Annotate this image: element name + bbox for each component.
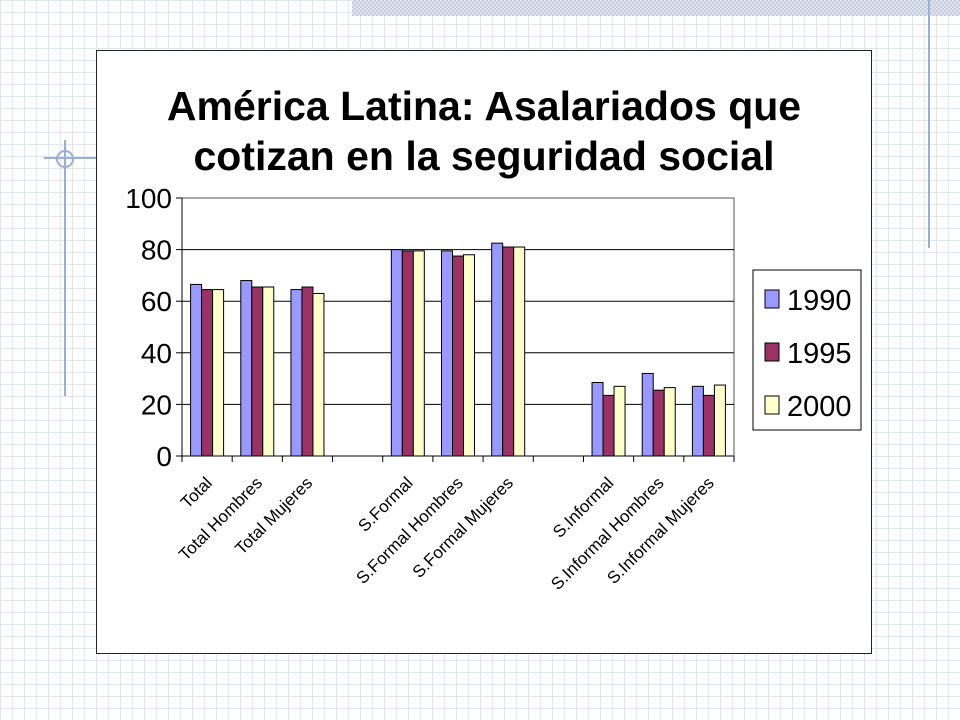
- decorative-vertical-line: [928, 0, 930, 248]
- chart-frame: América Latina: Asalariados que cotizan …: [96, 50, 872, 654]
- bar-1990: [390, 249, 403, 457]
- bar-1995: [251, 286, 264, 457]
- bar-2000: [513, 246, 526, 457]
- x-tick-label: Total: [177, 473, 216, 512]
- bar-2000: [212, 289, 225, 457]
- bar-1990: [290, 289, 303, 457]
- bar-1990: [591, 381, 604, 457]
- legend-swatch-2000: [764, 395, 780, 415]
- bar-1995: [652, 389, 665, 457]
- bar-2000: [663, 387, 676, 457]
- bar-1990: [491, 242, 504, 457]
- decorative-horizontal-line: [44, 157, 104, 159]
- bar-1995: [602, 394, 615, 457]
- y-tick-label: 20: [141, 389, 172, 420]
- legend-label-1995: 1995: [787, 338, 852, 370]
- bar-1995: [502, 246, 515, 457]
- y-tick-label: 80: [141, 235, 172, 266]
- bar-2000: [312, 292, 325, 457]
- bar-1990: [441, 250, 453, 457]
- bar-1990: [691, 385, 704, 457]
- decorative-left-line: [64, 140, 66, 396]
- legend-swatch-1990: [764, 289, 780, 309]
- bar-1990: [641, 372, 654, 457]
- chart-title-line-1: América Latina: Asalariados que: [166, 83, 802, 129]
- y-tick-label: 0: [156, 441, 172, 472]
- legend-swatch-1995: [764, 342, 780, 362]
- y-tick-label: 60: [141, 286, 172, 317]
- bar-2000: [613, 385, 626, 457]
- bar-1990: [190, 283, 203, 457]
- legend-label-2000: 2000: [787, 391, 852, 423]
- decorative-top-band: [352, 0, 960, 16]
- bar-1990: [240, 280, 253, 457]
- bar-1995: [401, 250, 414, 457]
- bar-2000: [463, 254, 475, 457]
- chart-title: América Latina: Asalariados que cotizan …: [97, 81, 871, 181]
- decorative-circle: [56, 150, 74, 168]
- bar-2000: [412, 250, 425, 457]
- bar-1995: [452, 255, 464, 457]
- bar-2000: [262, 286, 275, 457]
- legend-label-1990: 1990: [787, 285, 852, 317]
- bar-2000: [713, 384, 726, 457]
- bar-1995: [301, 286, 314, 457]
- chart-title-line-2: cotizan en la seguridad social: [193, 133, 775, 179]
- y-tick-label: 40: [141, 338, 172, 369]
- bar-1995: [702, 394, 715, 457]
- y-tick-label: 100: [125, 183, 172, 214]
- bar-1995: [201, 289, 214, 457]
